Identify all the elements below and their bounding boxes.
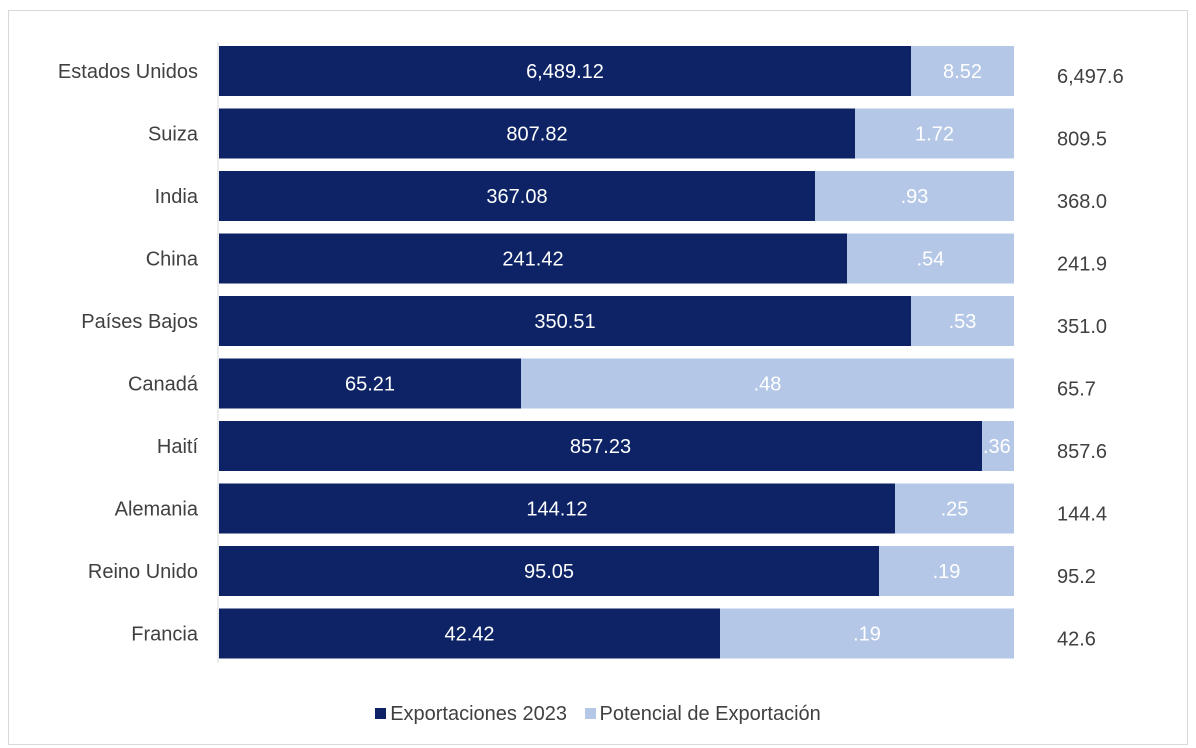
bar-exportaciones — [219, 233, 847, 284]
legend: Exportaciones 2023 Potencial de Exportac… — [0, 703, 1196, 726]
data-label-potencial: 8.52 — [943, 61, 982, 83]
data-label-exportaciones: 6,489.12 — [526, 61, 604, 83]
bar-potencial — [720, 608, 1014, 659]
total-label: 241.9 — [1057, 254, 1107, 276]
legend-label-exportaciones: Exportaciones 2023 — [390, 703, 567, 726]
bar-exportaciones — [219, 46, 911, 96]
stacked-bar-chart: Estados Unidos 6,489.12 8.52 6,497.6 Suiza 80… — [58, 42, 1124, 663]
total-label: 144.4 — [1057, 504, 1107, 526]
category-label: Países Bajos — [81, 311, 198, 333]
bar-potencial — [895, 483, 1014, 534]
category-label: China — [146, 249, 199, 271]
data-label-exportaciones: 144.12 — [526, 499, 587, 521]
bar-potencial — [911, 46, 1014, 96]
total-label: 42.6 — [1057, 629, 1096, 651]
total-label: 368.0 — [1057, 191, 1107, 213]
bar-exportaciones — [219, 358, 521, 409]
bar-exportaciones — [219, 296, 911, 346]
data-label-exportaciones: 95.05 — [524, 561, 574, 583]
data-label-potencial: .48 — [754, 374, 782, 396]
category-label: Canadá — [128, 374, 199, 396]
data-label-potencial: .19 — [933, 561, 961, 583]
data-label-potencial: .19 — [853, 624, 881, 646]
legend-item-potencial: Potencial de Exportación — [584, 703, 821, 726]
legend-label-potencial: Potencial de Exportación — [599, 703, 821, 726]
total-label: 6,497.6 — [1057, 66, 1124, 88]
data-label-potencial: .53 — [949, 311, 977, 333]
legend-swatch-potencial — [584, 708, 596, 720]
data-label-exportaciones: 367.08 — [486, 186, 547, 208]
bar-potencial — [847, 233, 1014, 284]
category-label: Reino Unido — [88, 561, 198, 583]
category-label: India — [155, 186, 199, 208]
total-label: 857.6 — [1057, 441, 1107, 463]
bar-exportaciones — [219, 546, 879, 596]
total-label: 809.5 — [1057, 129, 1107, 151]
category-label: Alemania — [115, 499, 199, 521]
bar-exportaciones — [219, 108, 855, 159]
bar-potencial — [815, 171, 1014, 221]
bar-potencial — [521, 358, 1014, 409]
bar-exportaciones — [219, 171, 815, 221]
bar-exportaciones — [219, 483, 895, 534]
total-label: 95.2 — [1057, 566, 1096, 588]
total-label: 65.7 — [1057, 379, 1096, 401]
bar-potencial — [982, 421, 1014, 471]
data-label-exportaciones: 857.23 — [570, 436, 631, 458]
bar-potencial — [879, 546, 1014, 596]
bar-exportaciones — [219, 421, 982, 471]
data-label-exportaciones: 65.21 — [345, 374, 395, 396]
legend-swatch-exportaciones — [375, 708, 387, 720]
legend-item-exportaciones: Exportaciones 2023 — [375, 703, 567, 726]
bar-exportaciones — [219, 608, 720, 659]
data-label-exportaciones: 241.42 — [502, 249, 563, 271]
data-label-potencial: .36 — [983, 436, 1011, 458]
data-label-exportaciones: 42.42 — [444, 624, 494, 646]
bar-potencial — [911, 296, 1014, 346]
data-label-exportaciones: 807.82 — [506, 124, 567, 146]
category-label: Francia — [131, 624, 199, 646]
bar-potencial — [855, 108, 1014, 159]
data-label-potencial: .25 — [941, 499, 969, 521]
category-label: Haití — [157, 436, 199, 458]
data-label-potencial: .93 — [901, 186, 929, 208]
data-label-exportaciones: 350.51 — [534, 311, 595, 333]
total-label: 351.0 — [1057, 316, 1107, 338]
data-label-potencial: 1.72 — [915, 124, 954, 146]
category-label: Suiza — [148, 124, 199, 146]
category-label: Estados Unidos — [58, 61, 198, 83]
data-label-potencial: .54 — [917, 249, 945, 271]
